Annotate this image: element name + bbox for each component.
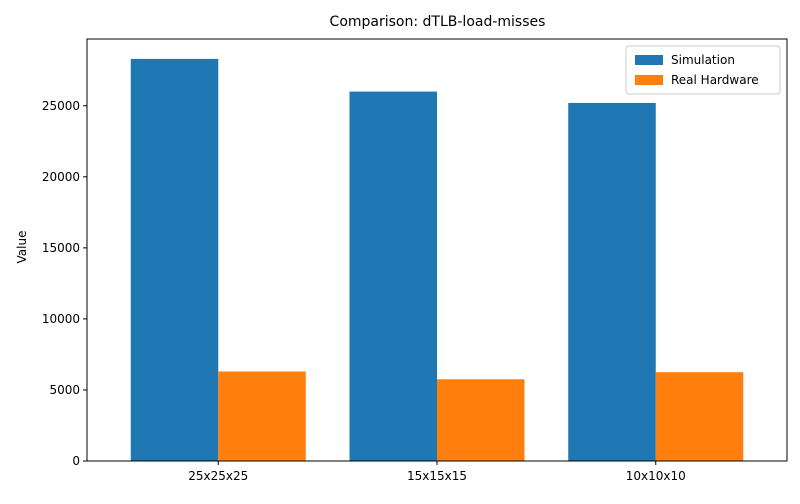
bar-real-hardware-3 — [655, 372, 744, 461]
legend-label: Real Hardware — [671, 73, 759, 87]
bar-simulation-1 — [130, 58, 219, 461]
bar-real-hardware-1 — [218, 371, 306, 461]
legend-label: Simulation — [671, 53, 735, 67]
axes-layer: 0 5000 10000 15000 20000 25000 25x25x25 15x15x1… — [42, 38, 788, 483]
y-tick-label: 5000 — [49, 383, 80, 397]
x-tick-label: 15x15x15 — [407, 469, 467, 483]
bar-simulation-3 — [568, 102, 656, 461]
legend-swatch — [635, 55, 663, 65]
legend: Simulation Real Hardware — [625, 45, 781, 95]
bar-simulation-2 — [349, 91, 437, 461]
y-axis-label: Value — [15, 231, 29, 264]
y-tick-label: 0 — [72, 454, 80, 468]
y-tick-label: 20000 — [42, 170, 80, 184]
bars-layer — [130, 58, 744, 461]
y-tick-label: 10000 — [42, 312, 80, 326]
y-tick-label: 15000 — [42, 241, 80, 255]
legend-box — [625, 45, 781, 95]
chart-title: Comparison: dTLB-load-misses — [330, 14, 546, 30]
bar-real-hardware-2 — [437, 379, 525, 461]
x-tick-label: 10x10x10 — [626, 469, 686, 483]
y-tick-label: 25000 — [42, 99, 80, 113]
legend-swatch — [635, 75, 663, 85]
x-tick-label: 25x25x25 — [188, 469, 248, 483]
